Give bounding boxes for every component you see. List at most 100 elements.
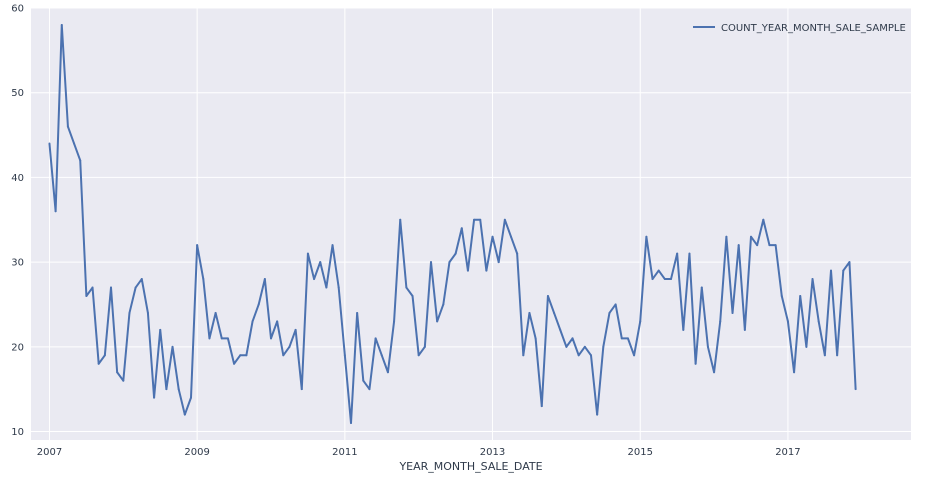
data-point	[799, 295, 802, 297]
data-point	[97, 362, 100, 365]
data-point	[436, 320, 439, 323]
data-point	[805, 345, 808, 348]
data-point	[337, 286, 340, 289]
data-point	[122, 379, 125, 382]
data-point	[553, 311, 556, 314]
y-tick-label: 40	[11, 173, 24, 184]
data-point	[719, 320, 722, 323]
x-tick-label: 2015	[628, 447, 653, 458]
data-point	[780, 295, 783, 297]
data-point	[386, 371, 389, 374]
data-point	[559, 328, 562, 331]
data-point	[325, 286, 328, 289]
data-point	[842, 269, 845, 272]
data-point	[233, 362, 236, 365]
data-point	[79, 159, 82, 162]
data-point	[577, 354, 580, 357]
data-point	[140, 278, 143, 281]
data-point	[688, 252, 691, 255]
data-point	[239, 354, 242, 357]
data-point	[786, 320, 789, 323]
data-point	[448, 261, 451, 264]
data-point	[362, 379, 365, 382]
data-point	[220, 337, 223, 340]
data-point	[682, 328, 685, 331]
data-point	[66, 125, 69, 128]
data-point	[134, 286, 137, 289]
data-point	[700, 286, 703, 289]
data-point	[854, 388, 857, 391]
data-point	[614, 303, 617, 306]
data-point	[165, 388, 168, 391]
x-axis-title: YEAR_MONTH_SALE_DATE	[398, 460, 542, 473]
x-tick-label: 2007	[37, 447, 62, 458]
data-point	[405, 286, 408, 289]
data-point	[430, 261, 432, 264]
data-point	[510, 235, 512, 238]
data-point	[830, 269, 832, 272]
data-point	[528, 311, 531, 314]
data-point	[208, 337, 211, 340]
data-point	[417, 354, 420, 357]
data-point	[294, 328, 297, 331]
data-point	[522, 354, 525, 357]
data-point	[319, 261, 322, 264]
data-point	[571, 337, 574, 340]
data-point	[48, 142, 51, 145]
data-point	[226, 337, 229, 340]
data-point	[85, 295, 88, 297]
data-point	[503, 218, 506, 221]
data-point	[731, 311, 734, 314]
data-point	[620, 337, 623, 340]
tick-labels: 10 20 30 40 50 60 2007 2009 2011 2013 2015 2017	[11, 4, 800, 459]
data-point	[423, 345, 426, 348]
data-point	[836, 354, 839, 357]
legend-label: COUNT_YEAR_MONTH_SALE_SAMPLE	[721, 23, 906, 34]
data-point	[694, 362, 697, 365]
data-point	[251, 320, 254, 323]
x-tick-label: 2013	[480, 447, 505, 458]
data-point	[202, 278, 205, 281]
data-point	[128, 311, 131, 314]
data-point	[768, 244, 771, 247]
legend: COUNT_YEAR_MONTH_SALE_SAMPLE	[693, 23, 906, 34]
data-point	[793, 371, 796, 374]
data-point	[706, 345, 709, 348]
data-point	[54, 210, 57, 213]
data-point	[534, 337, 537, 340]
data-point	[762, 218, 765, 221]
data-point	[306, 252, 309, 255]
data-point	[817, 320, 820, 323]
data-point	[190, 396, 192, 399]
data-point	[399, 218, 402, 221]
y-tick-label: 20	[11, 342, 24, 353]
data-point	[110, 286, 112, 289]
data-point	[331, 244, 334, 247]
data-point	[374, 337, 377, 340]
data-point	[460, 227, 463, 230]
data-point	[663, 278, 666, 281]
data-point	[565, 345, 568, 348]
data-point	[756, 244, 759, 247]
data-point	[288, 345, 291, 348]
data-point	[608, 311, 611, 314]
data-point	[177, 388, 180, 391]
data-point	[737, 244, 740, 247]
data-point	[73, 142, 76, 145]
data-point	[313, 278, 316, 281]
data-point	[602, 345, 605, 348]
data-point	[645, 235, 648, 238]
data-point	[473, 218, 476, 221]
data-point	[516, 252, 519, 255]
data-point	[350, 422, 352, 425]
data-point	[153, 396, 156, 399]
data-point	[60, 23, 63, 26]
y-tick-label: 50	[11, 88, 24, 99]
data-point	[583, 345, 586, 348]
data-point	[393, 320, 396, 323]
data-point	[356, 311, 359, 314]
data-point	[848, 261, 851, 264]
y-tick-label: 60	[11, 4, 24, 15]
data-point	[479, 218, 482, 221]
